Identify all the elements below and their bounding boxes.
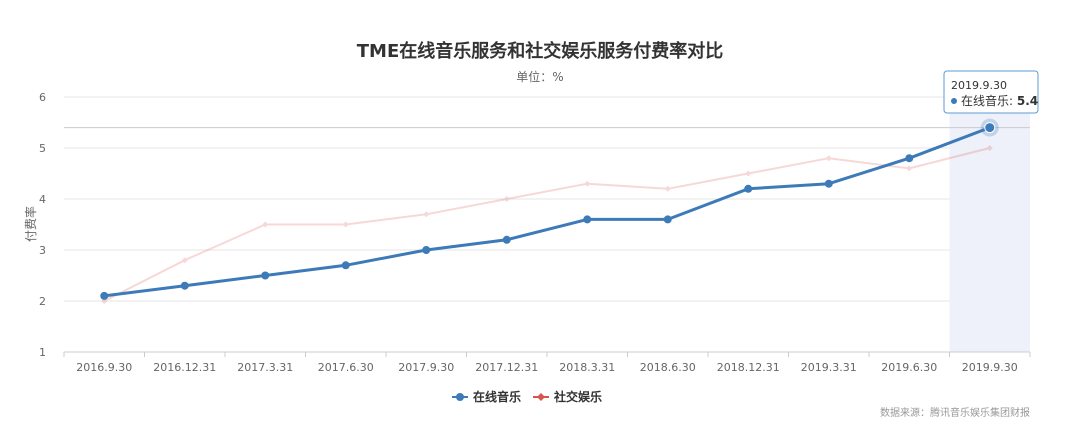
series-social-entertainment [101, 145, 993, 304]
x-tick-label: 2019.9.30 [962, 361, 1018, 374]
hover-highlight-band [949, 97, 1030, 352]
x-tick-label: 2019.6.30 [881, 361, 937, 374]
data-point[interactable] [986, 145, 993, 151]
data-point[interactable] [825, 155, 832, 162]
tooltip-separator: : [1009, 94, 1017, 108]
data-point[interactable] [663, 215, 672, 224]
data-point[interactable] [100, 291, 109, 300]
legend-label: 社交娱乐 [553, 389, 602, 404]
data-point[interactable] [906, 165, 913, 172]
x-tick-label: 2017.9.30 [398, 361, 454, 374]
data-point[interactable] [744, 184, 753, 193]
tooltip-series-marker [951, 98, 957, 104]
x-tick-label: 2017.3.31 [237, 361, 293, 374]
legend-label: 在线音乐 [473, 389, 521, 404]
series-online-music [100, 118, 999, 300]
tooltip-row: 在线音乐: 5.4 [961, 93, 1038, 108]
series-line [104, 126, 991, 298]
data-point[interactable] [341, 261, 350, 270]
x-tick-label: 2017.12.31 [475, 361, 538, 374]
data-point[interactable] [984, 122, 996, 134]
tooltip-category: 2019.9.30 [951, 79, 1007, 92]
legend-item-social-entertainment[interactable]: 社交娱乐 [533, 389, 602, 404]
x-tick-label: 2018.12.31 [717, 361, 780, 374]
x-axis: 2016.9.30 2016.12.31 2017.3.31 2017.6.30 201… [63, 351, 1031, 374]
x-tick-label: 2016.9.30 [76, 361, 132, 374]
x-tick-label: 2018.3.31 [559, 361, 615, 374]
y-axis: 1 2 3 4 5 6 [39, 91, 46, 359]
data-point[interactable] [181, 257, 188, 264]
chart-title: TME在线音乐服务和社交娱乐服务付费率对比 [357, 40, 724, 62]
data-point[interactable] [422, 246, 431, 254]
grid [64, 96, 1030, 353]
data-point[interactable] [342, 221, 349, 228]
y-tick-label: 5 [39, 142, 46, 155]
y-tick-label: 1 [39, 346, 46, 359]
series-layer [100, 118, 999, 304]
x-tick-label: 2016.12.31 [153, 361, 216, 374]
x-tick-label: 2017.6.30 [318, 361, 374, 374]
data-point[interactable] [423, 211, 430, 218]
y-tick-label: 2 [39, 295, 46, 308]
tooltip: 2019.9.30 在线音乐: 5.4 [943, 70, 1039, 114]
series-line [103, 147, 990, 302]
data-point[interactable] [584, 180, 591, 187]
data-point[interactable] [261, 271, 270, 280]
data-point[interactable] [824, 179, 833, 188]
data-point[interactable] [664, 185, 671, 192]
legend-item-online-music[interactable]: 在线音乐 [452, 389, 521, 404]
x-tick-label: 2019.3.31 [801, 361, 857, 374]
data-point[interactable] [180, 281, 189, 290]
legend-marker [537, 393, 545, 401]
legend[interactable]: 在线音乐 社交娱乐 [452, 389, 602, 404]
y-tick-label: 4 [39, 193, 46, 206]
data-point[interactable] [262, 221, 269, 228]
data-point[interactable] [503, 196, 510, 202]
data-source: 数据来源：腾讯音乐娱乐集团财报 [880, 406, 1030, 419]
data-point[interactable] [502, 235, 511, 244]
data-point[interactable] [745, 170, 752, 177]
tooltip-series-name: 在线音乐 [961, 93, 1009, 108]
data-point[interactable] [583, 215, 592, 224]
chart-subtitle: 单位：% [516, 69, 563, 84]
tooltip-value: 5.4 [1017, 94, 1038, 108]
tooltip-box [943, 70, 1039, 114]
data-point[interactable] [905, 154, 914, 163]
x-tick-label: 2018.6.30 [640, 361, 696, 374]
legend-marker [456, 393, 464, 401]
y-tick-label: 6 [39, 91, 46, 104]
y-axis-label: 付费率 [23, 206, 38, 242]
y-tick-label: 3 [39, 244, 46, 257]
